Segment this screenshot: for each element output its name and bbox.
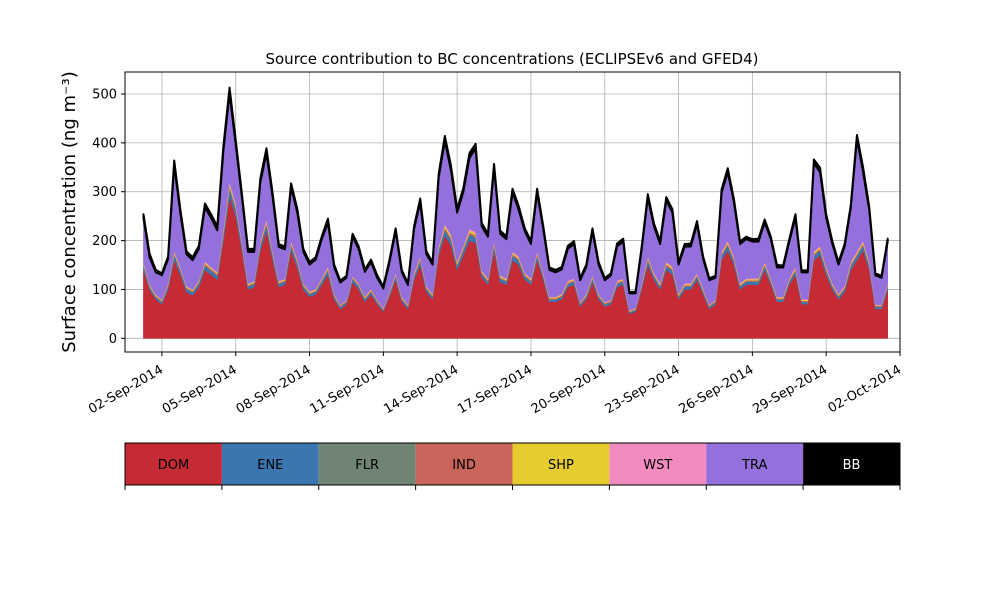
legend-swatch-ind [415,443,513,485]
legend-swatch-ene [221,443,319,485]
chart-title: Source contribution to BC concentrations… [265,50,758,68]
legend-label-ene: ENE [257,458,283,473]
legend-label-tra: TRA [741,458,767,473]
legend-label-dom: DOM [158,458,189,473]
stacked-areas [142,86,889,339]
legend-swatch-tra [706,443,804,485]
legend-swatch-wst [609,443,707,485]
y-tick-label: 500 [92,87,117,102]
area-bb [142,86,889,295]
legend-colorbar: DOM ENE FLR IND SHP WST TRA BB [124,442,901,490]
y-tick-label: 0 [109,332,117,347]
y-tick-label: 100 [92,283,117,298]
legend-swatch-bb [803,443,900,485]
legend-label-wst: WST [643,458,672,473]
legend-swatch-flr [318,443,416,485]
legend-label-shp: SHP [548,458,574,473]
legend-swatch-dom [125,443,222,485]
y-tick-label: 300 [92,185,117,200]
plot-frame [124,71,901,353]
legend-label-bb: BB [843,458,861,473]
y-tick-label: 400 [92,136,117,151]
y-tick-label: 200 [92,234,117,249]
legend-label-flr: FLR [355,458,379,473]
legend-swatch-shp [512,443,610,485]
y-axis-label: Surface concentration (ng m⁻³) [59,71,80,353]
legend-label-ind: IND [452,458,476,473]
